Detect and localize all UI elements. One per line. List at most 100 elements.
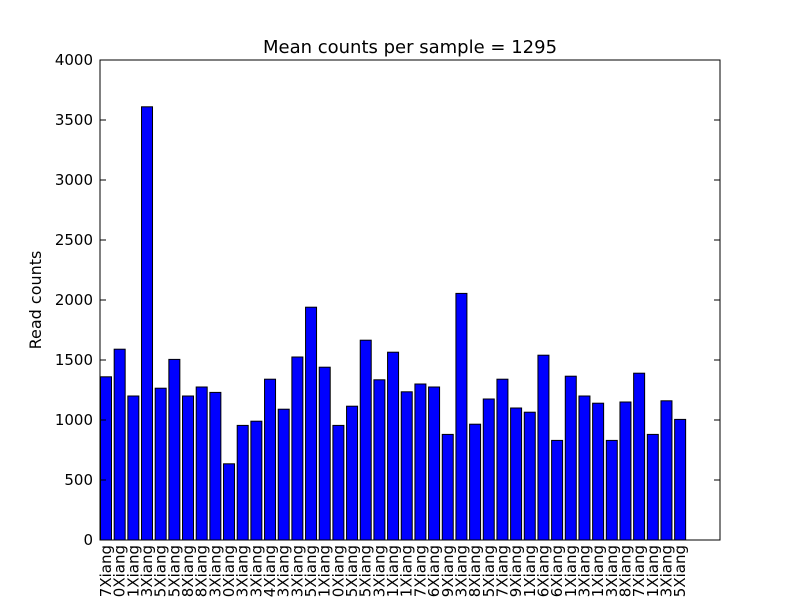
- x-tick-label: 6Xiang: [425, 545, 443, 597]
- bar: [578, 395, 591, 541]
- y-tick-label: 3000: [55, 171, 93, 189]
- x-tick-label: 5Xiang: [165, 545, 183, 597]
- x-tick-label: 0Xiang: [111, 545, 129, 597]
- y-tick-label: 1500: [55, 351, 93, 369]
- bar: [510, 407, 523, 541]
- x-tick-label: 3Xiang: [452, 545, 470, 597]
- bar: [195, 386, 208, 541]
- x-tick-label: 9Xiang: [439, 545, 457, 597]
- bar: [646, 433, 659, 541]
- bar: [537, 354, 550, 541]
- bar: [674, 418, 687, 541]
- bar: [455, 292, 468, 541]
- x-tick-label: 1Xiang: [562, 545, 580, 597]
- x-tick-label: 5Xiang: [480, 545, 498, 597]
- bar: [209, 391, 222, 541]
- y-axis-label: Read counts: [26, 251, 45, 350]
- x-tick-label: 1Xiang: [398, 545, 416, 597]
- bar: [400, 391, 413, 541]
- bar: [373, 379, 386, 541]
- x-tick-label: 1Xiang: [384, 545, 402, 597]
- x-tick-label: 7Xiang: [493, 545, 511, 597]
- x-tick-label: 1Xiang: [644, 545, 662, 597]
- bar: [250, 420, 263, 541]
- x-tick-label: 7Xiang: [97, 545, 115, 597]
- bar: [482, 398, 495, 541]
- x-tick-label: 3Xiang: [603, 545, 621, 597]
- bar: [168, 358, 181, 541]
- x-tick-label: 5Xiang: [302, 545, 320, 597]
- y-axis: 0 500 1000 1500 2000 2500 3000 3500 4000: [55, 51, 720, 549]
- bar: [182, 395, 195, 541]
- x-tick-label: 1Xiang: [589, 545, 607, 597]
- bar: [277, 408, 290, 541]
- x-tick-label: 6Xiang: [548, 545, 566, 597]
- x-tick-label: 3Xiang: [575, 545, 593, 597]
- bar: [428, 386, 441, 541]
- x-tick-label: 8Xiang: [179, 545, 197, 597]
- x-tick-label: 7Xiang: [411, 545, 429, 597]
- x-tick-label: 1Xiang: [316, 545, 334, 597]
- bar: [605, 439, 618, 541]
- x-tick-label: 5Xiang: [357, 545, 375, 597]
- x-tick-label: 5Xiang: [343, 545, 361, 597]
- y-tick-label: 4000: [55, 51, 93, 69]
- bar: [469, 423, 482, 541]
- x-tick-label: 3Xiang: [370, 545, 388, 597]
- x-tick-label: 3Xiang: [234, 545, 252, 597]
- bar: [619, 401, 632, 541]
- x-tick-label: 1Xiang: [124, 545, 142, 597]
- bar: [633, 372, 646, 541]
- x-tick-label: 5Xiang: [671, 545, 689, 597]
- x-tick-label: 3Xiang: [247, 545, 265, 597]
- bar: [441, 433, 454, 541]
- bar: [291, 356, 304, 541]
- x-tick-label: 1Xiang: [521, 545, 539, 597]
- bar: [154, 387, 167, 541]
- bar: [523, 411, 536, 541]
- bar: [660, 400, 673, 541]
- x-tick-label: 0Xiang: [220, 545, 238, 597]
- y-tick-label: 500: [64, 471, 93, 489]
- y-tick-label: 1000: [55, 411, 93, 429]
- bar: [223, 463, 236, 541]
- x-tick-label: 3Xiang: [657, 545, 675, 597]
- bar: [414, 383, 427, 541]
- x-tick-label: 4Xiang: [261, 545, 279, 597]
- bar: [264, 378, 277, 541]
- x-tick-label: 5Xiang: [152, 545, 170, 597]
- bar: [113, 348, 126, 541]
- x-tick-label: 3Xiang: [206, 545, 224, 597]
- x-tick-label: 8Xiang: [193, 545, 211, 597]
- bar: [387, 351, 400, 541]
- y-tick-label: 2500: [55, 231, 93, 249]
- bar: [496, 378, 509, 541]
- x-tick-label: 8Xiang: [616, 545, 634, 597]
- bar: [332, 424, 345, 541]
- bar: [305, 306, 318, 541]
- bar: [141, 106, 154, 541]
- x-tick-label: 0Xiang: [329, 545, 347, 597]
- y-tick-label: 3500: [55, 111, 93, 129]
- x-tick-label: 6Xiang: [534, 545, 552, 597]
- x-tick-label: 7Xiang: [630, 545, 648, 597]
- y-tick-label: 0: [83, 531, 93, 549]
- x-axis: 7Xiang0Xiang1Xiang3Xiang5Xiang5Xiang8Xia…: [97, 545, 689, 597]
- bar: [359, 339, 372, 541]
- x-tick-label: 3Xiang: [138, 545, 156, 597]
- bar: [100, 376, 112, 541]
- bar: [346, 405, 359, 541]
- bar: [236, 424, 249, 541]
- bar: [318, 366, 331, 541]
- chart-title: Mean counts per sample = 1295: [263, 37, 557, 58]
- bar: [592, 402, 605, 541]
- bar: [551, 439, 564, 541]
- y-tick-label: 2000: [55, 291, 93, 309]
- bars-group: [100, 106, 687, 541]
- bar: [564, 375, 577, 541]
- x-tick-label: 9Xiang: [507, 545, 525, 597]
- x-tick-label: 3Xiang: [275, 545, 293, 597]
- bar: [127, 395, 140, 541]
- x-tick-label: 3Xiang: [288, 545, 306, 597]
